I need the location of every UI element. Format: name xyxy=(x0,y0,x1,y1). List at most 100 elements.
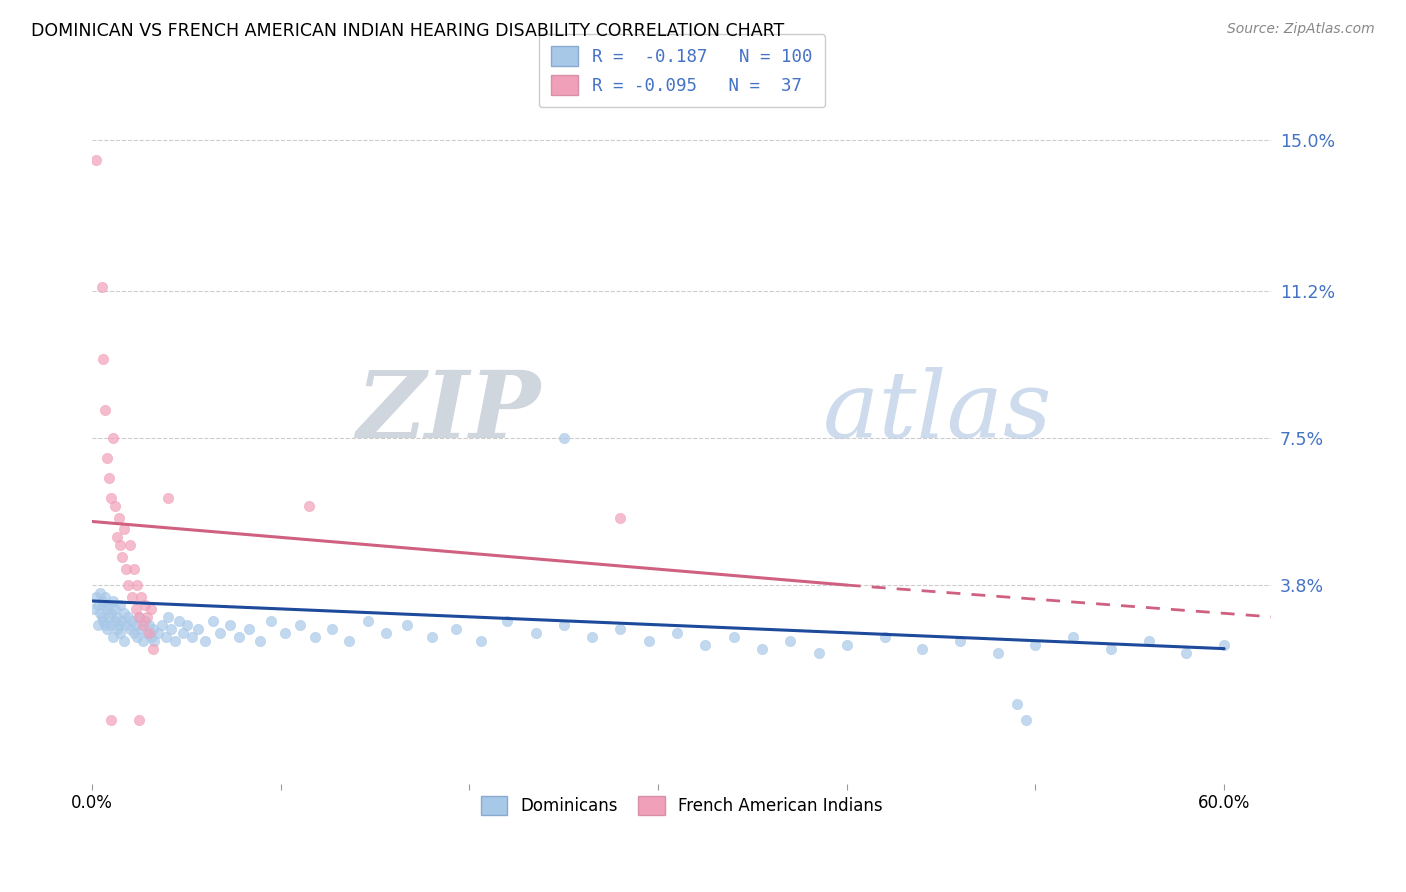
Point xyxy=(139,630,162,644)
Point xyxy=(112,523,135,537)
Point xyxy=(107,617,129,632)
Point xyxy=(117,610,139,624)
Point xyxy=(117,578,139,592)
Point xyxy=(873,630,896,644)
Point xyxy=(139,602,162,616)
Point xyxy=(90,610,112,624)
Point xyxy=(111,550,134,565)
Point xyxy=(666,625,689,640)
Point xyxy=(911,641,934,656)
Point xyxy=(1137,633,1160,648)
Text: DOMINICAN VS FRENCH AMERICAN INDIAN HEARING DISABILITY CORRELATION CHART: DOMINICAN VS FRENCH AMERICAN INDIAN HEAR… xyxy=(31,22,785,40)
Point xyxy=(100,713,122,727)
Point xyxy=(172,625,194,640)
Point xyxy=(201,614,224,628)
Point xyxy=(470,633,492,648)
Point xyxy=(129,590,152,604)
Point xyxy=(112,633,135,648)
Point xyxy=(111,614,134,628)
Point xyxy=(100,606,122,620)
Point xyxy=(298,499,321,513)
Point xyxy=(609,622,631,636)
Point xyxy=(141,622,163,636)
Legend: Dominicans, French American Indians: Dominicans, French American Indians xyxy=(471,786,893,825)
Point xyxy=(129,622,152,636)
Point xyxy=(156,491,179,505)
Point xyxy=(987,646,1010,660)
Point xyxy=(1005,698,1028,712)
Point xyxy=(104,602,127,616)
Point xyxy=(121,590,143,604)
Point xyxy=(337,633,360,648)
Point xyxy=(100,491,122,505)
Point xyxy=(1062,630,1084,644)
Point xyxy=(581,630,603,644)
Text: atlas: atlas xyxy=(824,367,1053,457)
Point xyxy=(134,614,156,628)
Point xyxy=(1024,638,1046,652)
Point xyxy=(779,633,801,648)
Point xyxy=(101,630,124,644)
Point xyxy=(118,622,141,636)
Point xyxy=(249,633,271,648)
Point xyxy=(288,617,311,632)
Point xyxy=(124,617,146,632)
Point xyxy=(98,598,121,612)
Point xyxy=(134,598,156,612)
Point xyxy=(98,471,121,485)
Point xyxy=(835,638,858,652)
Text: Source: ZipAtlas.com: Source: ZipAtlas.com xyxy=(1227,22,1375,37)
Point xyxy=(105,610,128,624)
Point xyxy=(1099,641,1122,656)
Point xyxy=(128,610,150,624)
Point xyxy=(209,625,232,640)
Point xyxy=(128,713,150,727)
Point xyxy=(420,630,443,644)
Point xyxy=(112,606,135,620)
Point xyxy=(94,617,117,632)
Point xyxy=(124,602,146,616)
Point xyxy=(138,617,160,632)
Point xyxy=(148,625,170,640)
Point xyxy=(949,633,972,648)
Point xyxy=(496,614,519,628)
Point xyxy=(156,610,179,624)
Point xyxy=(132,617,155,632)
Point xyxy=(553,431,575,445)
Point xyxy=(83,602,105,616)
Point xyxy=(84,590,107,604)
Point xyxy=(1015,713,1038,727)
Point xyxy=(238,622,260,636)
Point xyxy=(110,538,132,552)
Point xyxy=(100,617,122,632)
Point xyxy=(110,625,132,640)
Point xyxy=(121,614,143,628)
Point xyxy=(105,530,128,544)
Point xyxy=(260,614,283,628)
Point xyxy=(1175,646,1198,660)
Point xyxy=(304,630,326,644)
Point xyxy=(524,625,547,640)
Point xyxy=(115,617,138,632)
Point xyxy=(104,499,127,513)
Point xyxy=(87,617,110,632)
Point xyxy=(165,633,187,648)
Point xyxy=(187,622,209,636)
Point xyxy=(118,538,141,552)
Point xyxy=(135,625,157,640)
Point xyxy=(90,594,112,608)
Point xyxy=(94,590,117,604)
Point xyxy=(107,510,129,524)
Point xyxy=(160,622,183,636)
Point xyxy=(127,578,149,592)
Point xyxy=(93,614,115,628)
Point xyxy=(751,641,773,656)
Point xyxy=(723,630,745,644)
Point xyxy=(219,617,242,632)
Text: ZIP: ZIP xyxy=(356,367,540,457)
Point xyxy=(176,617,198,632)
Point xyxy=(93,351,115,366)
Point xyxy=(321,622,343,636)
Point xyxy=(135,610,157,624)
Point xyxy=(128,610,150,624)
